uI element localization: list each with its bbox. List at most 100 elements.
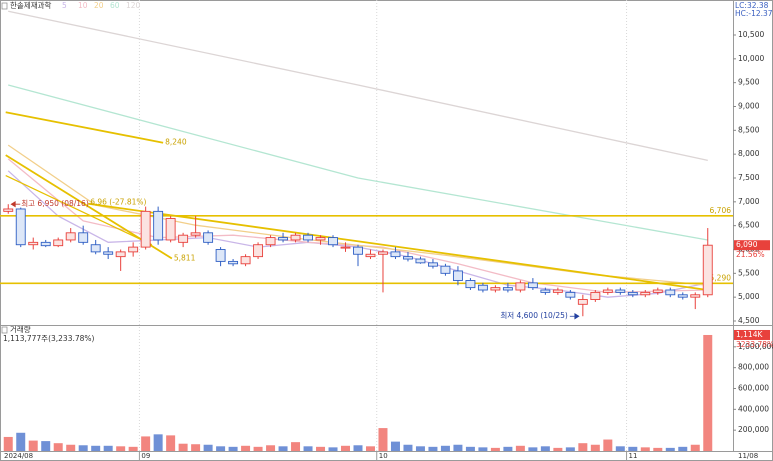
volume-bar xyxy=(665,447,675,451)
candle-body xyxy=(403,256,413,260)
candle-body xyxy=(115,251,126,258)
volume-bar xyxy=(540,446,550,451)
volume-bar xyxy=(16,432,26,451)
volume-bar xyxy=(565,447,575,451)
y-tick-label: 7,500 xyxy=(738,173,760,182)
volume-bar xyxy=(28,440,38,451)
y-tick-label: 5,000 xyxy=(738,292,760,301)
candle-body xyxy=(78,232,89,243)
y-tick-label: 600,000 xyxy=(738,384,769,393)
candle-body xyxy=(565,291,576,298)
y-tick-label: 200,000 xyxy=(738,425,769,434)
candle-body xyxy=(477,284,488,291)
stock-name: 한솔제재과학 xyxy=(10,0,51,10)
candle-body xyxy=(640,291,651,296)
y-tick-label: 7,000 xyxy=(738,197,760,206)
volume-bar xyxy=(640,447,650,451)
y-tick-label: 400,000 xyxy=(738,404,769,413)
volume-bar xyxy=(153,434,163,451)
candle-body xyxy=(240,256,251,265)
candle-body xyxy=(665,289,676,296)
horizontal-line-label: 5,290 xyxy=(710,273,732,282)
volume-bar xyxy=(415,446,425,451)
last-date: 11/08 xyxy=(738,452,758,460)
volume-bar xyxy=(78,445,88,451)
candle-body xyxy=(165,218,176,241)
y-tick-label: 800,000 xyxy=(738,363,769,372)
candle-body xyxy=(615,289,626,293)
legend-entry: 5 xyxy=(62,1,67,10)
volume-bar xyxy=(528,447,538,451)
high-arrow xyxy=(10,200,21,208)
candle-body xyxy=(540,289,551,293)
volume-bar xyxy=(628,446,638,451)
candle-body xyxy=(340,246,351,249)
candle-body xyxy=(440,265,451,274)
candle-body xyxy=(602,289,613,293)
candle-body xyxy=(627,291,638,296)
volume-bar xyxy=(465,446,475,451)
volume-title: 거래량 xyxy=(10,325,31,334)
volume-bar xyxy=(291,442,301,451)
y-tick-label: 10,000 xyxy=(738,54,764,63)
candle-body xyxy=(178,234,189,243)
candle-body xyxy=(702,244,713,296)
volume-bar xyxy=(703,334,713,451)
x-tick-label: 11 xyxy=(629,452,638,460)
volume-bar xyxy=(615,446,625,451)
lc-label: LC:32.38 xyxy=(735,1,769,10)
candle-body xyxy=(428,262,438,267)
last-volume-label: 1,114K xyxy=(736,330,763,339)
volume-bar xyxy=(553,447,563,451)
candle-body xyxy=(265,237,276,246)
candle-body xyxy=(690,294,701,298)
hc-label: HC:-12.37 xyxy=(735,9,773,18)
candle-body xyxy=(3,208,14,212)
x-tick-label: 10 xyxy=(379,452,388,460)
candle-body xyxy=(378,251,388,255)
candle-body xyxy=(365,253,376,258)
volume-bar xyxy=(266,445,276,451)
panel-icon xyxy=(1,326,8,334)
volume-bar xyxy=(66,444,76,451)
volume-bar xyxy=(365,446,375,451)
low-label: 최저 4,600 (10/25) xyxy=(500,310,568,320)
candle-body xyxy=(415,258,426,264)
candle-body xyxy=(28,241,39,246)
candle-body xyxy=(153,210,164,241)
y-tick-label: 8,000 xyxy=(738,149,760,158)
x-tick-label: 2024/08 xyxy=(4,452,33,460)
y-tick-label: 10,500 xyxy=(738,30,764,39)
volume-bar xyxy=(91,445,101,451)
candle-body xyxy=(465,280,476,289)
x-tick-label: 09 xyxy=(141,452,150,460)
volume-bar xyxy=(216,446,226,451)
trend-line xyxy=(5,175,153,246)
legend-entry: 60 xyxy=(110,1,120,10)
volume-bar xyxy=(316,446,326,451)
candle-body xyxy=(90,244,101,253)
candle-body xyxy=(278,237,288,241)
volume-bar xyxy=(328,447,338,451)
candle-body xyxy=(228,260,239,265)
volume-bar xyxy=(128,446,138,451)
volume-bar xyxy=(440,445,450,451)
candle-body xyxy=(53,239,64,247)
candle-body xyxy=(515,282,526,291)
candle-body xyxy=(328,237,338,246)
volume-bar xyxy=(178,443,188,451)
volume-bar xyxy=(116,446,126,451)
volume-bar xyxy=(678,446,688,451)
y-tick-label: 9,500 xyxy=(738,78,760,87)
volume-bar xyxy=(515,445,525,451)
y-tick-label: 5,500 xyxy=(738,268,760,277)
candle-body xyxy=(527,282,538,289)
volume-bar xyxy=(203,444,213,451)
volume-bar xyxy=(390,441,400,451)
candle-body xyxy=(353,246,363,255)
volume-bar xyxy=(428,446,438,451)
volume-bar xyxy=(478,447,488,451)
last-volume-change: 3233.78% xyxy=(736,340,773,349)
moving-average xyxy=(8,84,708,241)
legend-entry: 10 xyxy=(78,1,88,10)
